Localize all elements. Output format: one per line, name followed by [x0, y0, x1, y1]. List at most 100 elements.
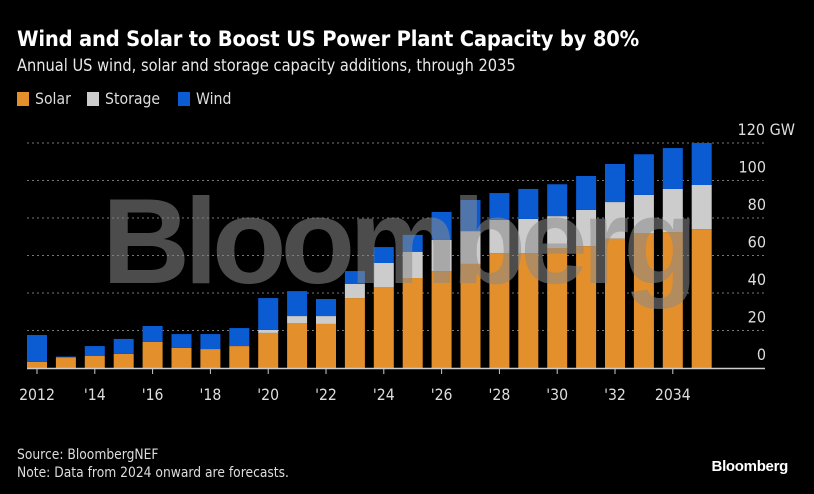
bar-storage-2021 — [287, 316, 308, 323]
bar-solar-2017 — [171, 347, 192, 368]
bar-storage-2025 — [402, 251, 423, 278]
bar-solar-2019 — [229, 346, 250, 368]
bar-solar-2025 — [402, 278, 423, 368]
bar-wind-2014 — [84, 346, 105, 356]
bar-wind-2018 — [200, 334, 221, 350]
bar-storage-2033 — [633, 194, 654, 233]
x-axis: 2012 '14 '16 '18 '20 '22 '24 '26 '28 '30 '32 2034 — [19, 367, 765, 404]
bar-wind-2035 — [691, 143, 712, 185]
bar-wind-2013 — [55, 356, 76, 358]
x-tick-label: '22 — [315, 385, 337, 404]
legend-item-wind: Wind — [178, 89, 236, 108]
bar-wind-2012 — [27, 335, 47, 362]
forecast-note: Note: Data from 2024 onward are forecast… — [17, 465, 289, 481]
legend-swatch-wind — [178, 91, 191, 106]
bars — [27, 143, 712, 368]
bar-solar-2028 — [489, 253, 510, 368]
bar-solar-2012 — [27, 361, 47, 368]
legend: Solar Storage Wind — [17, 89, 248, 108]
bar-solar-2013 — [55, 357, 76, 368]
bar-storage-2032 — [605, 202, 625, 239]
bar-solar-2015 — [113, 353, 134, 368]
bar-wind-2034 — [662, 148, 683, 189]
x-tick-label: '24 — [373, 385, 395, 404]
bar-storage-2022 — [316, 316, 336, 324]
bar-storage-2030 — [547, 216, 568, 248]
bar-solar-2021 — [287, 323, 308, 368]
x-tick-label: '30 — [546, 385, 568, 404]
bar-solar-2029 — [518, 253, 539, 368]
bar-solar-2018 — [200, 349, 221, 368]
bar-wind-2028 — [489, 193, 510, 220]
x-tick-label: '16 — [142, 385, 164, 404]
bar-storage-2034 — [662, 188, 683, 233]
chart-title: Wind and Solar to Boost US Power Plant C… — [17, 27, 640, 51]
bar-wind-2021 — [287, 291, 308, 317]
bar-wind-2016 — [142, 326, 163, 342]
y-tick-label: 0 — [757, 345, 766, 364]
bar-solar-2016 — [142, 341, 163, 368]
bar-solar-2020 — [258, 332, 279, 368]
legend-swatch-solar — [17, 91, 29, 106]
source-note: Source: BloombergNEF — [17, 447, 159, 463]
bar-solar-2035 — [691, 229, 712, 368]
bar-solar-2033 — [633, 233, 654, 368]
y-tick-label: 100 — [739, 158, 766, 177]
y-tick-label: 80 — [748, 195, 766, 214]
x-tick-label: '26 — [431, 385, 453, 404]
bloomberg-logo: Bloomberg — [711, 458, 789, 475]
bar-wind-2015 — [113, 338, 134, 354]
bar-solar-2034 — [662, 232, 683, 368]
chart-subtitle: Annual US wind, solar and storage capaci… — [17, 56, 516, 76]
legend-swatch-storage — [86, 91, 99, 106]
bar-wind-2023 — [344, 271, 365, 284]
bar-solar-2031 — [576, 246, 597, 368]
bar-wind-2019 — [229, 328, 250, 347]
x-tick-label: '18 — [200, 385, 222, 404]
bar-wind-2022 — [316, 299, 336, 317]
bar-wind-2017 — [171, 334, 192, 348]
bar-wind-2020 — [258, 298, 279, 330]
bar-wind-2032 — [605, 164, 625, 203]
y-axis: 0 20 40 60 80 100 120 GW — [738, 120, 795, 364]
bar-wind-2024 — [373, 247, 394, 263]
legend-label-storage: Storage — [104, 89, 160, 108]
x-tick-label: '20 — [257, 385, 279, 404]
x-tick-label: '32 — [604, 385, 626, 404]
legend-label-wind: Wind — [196, 89, 232, 108]
bar-wind-2033 — [633, 154, 654, 195]
bar-storage-2027 — [460, 231, 481, 264]
bar-storage-2020 — [258, 329, 279, 333]
legend-label-solar: Solar — [35, 89, 71, 108]
legend-item-storage: Storage — [86, 89, 168, 108]
bar-wind-2029 — [518, 188, 539, 219]
bar-solar-2024 — [373, 287, 394, 368]
bar-solar-2022 — [316, 323, 336, 368]
bar-wind-2027 — [460, 200, 481, 232]
y-tick-label: 120 GW — [738, 120, 795, 139]
bar-storage-2029 — [518, 218, 539, 254]
y-tick-label: 40 — [748, 270, 766, 289]
bar-wind-2030 — [547, 184, 568, 217]
y-tick-label: 20 — [748, 308, 766, 327]
x-tick-label: 2012 — [19, 385, 55, 404]
y-tick-label: 60 — [748, 233, 766, 252]
bar-storage-2026 — [431, 239, 452, 272]
bar-solar-2027 — [460, 263, 481, 368]
bar-wind-2026 — [431, 212, 452, 240]
bar-wind-2031 — [576, 176, 597, 210]
bar-storage-2031 — [576, 209, 597, 247]
bar-solar-2030 — [547, 248, 568, 368]
bar-solar-2026 — [431, 271, 452, 368]
bloomberg-watermark: Bloomberg — [102, 173, 692, 309]
bar-storage-2023 — [344, 284, 365, 299]
bar-solar-2014 — [84, 356, 105, 368]
bar-wind-2025 — [402, 234, 423, 252]
bar-storage-2024 — [373, 263, 394, 287]
bar-solar-2032 — [605, 238, 625, 368]
legend-item-solar: Solar — [17, 89, 76, 108]
bar-storage-2035 — [691, 185, 712, 230]
bar-solar-2023 — [344, 298, 365, 368]
x-tick-label: '28 — [489, 385, 511, 404]
